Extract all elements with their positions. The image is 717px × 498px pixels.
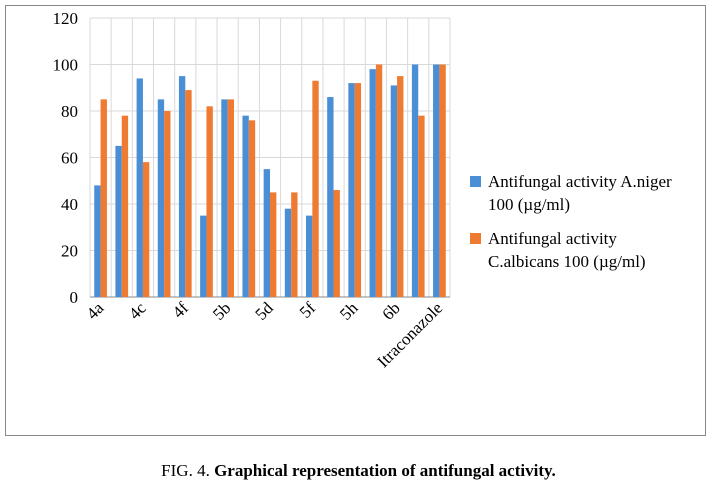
bar bbox=[375, 64, 383, 297]
bar bbox=[178, 76, 186, 297]
x-tick-label: 5h bbox=[336, 298, 362, 324]
frame bbox=[5, 5, 706, 436]
bar bbox=[227, 99, 234, 297]
bar bbox=[221, 99, 228, 297]
caption: FIG. 4. Graphical representation of anti… bbox=[0, 461, 717, 481]
bar bbox=[354, 83, 362, 297]
caption-label: FIG. 4. bbox=[161, 461, 210, 480]
bar bbox=[94, 185, 101, 297]
x-tick-label: 5d bbox=[251, 298, 277, 324]
legend: Antifungal activity A.niger 100 (µg/ml) A… bbox=[470, 170, 685, 284]
caption-text: Graphical representation of antifungal a… bbox=[214, 461, 556, 480]
bar bbox=[115, 145, 122, 297]
bar bbox=[306, 215, 313, 297]
y-tick-label: 100 bbox=[53, 56, 79, 75]
legend-label: Antifungal activity C.albicans 100 (µg/m… bbox=[488, 229, 646, 271]
bar bbox=[200, 215, 207, 297]
bar bbox=[248, 120, 256, 297]
bar bbox=[157, 99, 165, 297]
bar bbox=[291, 192, 298, 297]
x-tick-label: 6b bbox=[378, 298, 403, 323]
bar bbox=[242, 115, 249, 298]
bar bbox=[327, 97, 334, 297]
bar bbox=[348, 83, 355, 297]
bar bbox=[270, 192, 277, 297]
y-tick-label: 0 bbox=[70, 288, 79, 307]
bar bbox=[333, 190, 340, 297]
bar bbox=[206, 106, 213, 297]
bar bbox=[100, 99, 107, 297]
x-tick-label: 4c bbox=[125, 298, 150, 323]
x-tick-label: 5b bbox=[209, 298, 234, 323]
legend-swatch bbox=[470, 233, 481, 244]
bar bbox=[433, 64, 440, 297]
bar bbox=[397, 76, 404, 297]
y-tick-label: 80 bbox=[61, 102, 78, 121]
bar bbox=[312, 80, 319, 298]
legend-item: Antifungal activity A.niger 100 (µg/ml) bbox=[470, 170, 685, 216]
legend-item: Antifungal activity C.albicans 100 (µg/m… bbox=[470, 227, 685, 273]
bar bbox=[142, 162, 150, 297]
bar bbox=[185, 90, 192, 297]
x-tick-label: 5f bbox=[296, 298, 320, 322]
bar bbox=[439, 64, 446, 297]
bar bbox=[136, 78, 143, 297]
y-tick-label: 40 bbox=[61, 195, 78, 214]
bar bbox=[411, 64, 419, 297]
y-tick-label: 60 bbox=[61, 149, 78, 168]
y-tick-label: 20 bbox=[61, 242, 78, 261]
bar bbox=[390, 85, 398, 297]
bar bbox=[369, 69, 376, 298]
x-tick-label: 4f bbox=[169, 298, 193, 322]
y-tick-label: 120 bbox=[53, 9, 79, 28]
bar bbox=[164, 111, 171, 297]
legend-label: Antifungal activity A.niger 100 (µg/ml) bbox=[488, 172, 672, 214]
bar bbox=[418, 115, 425, 298]
legend-swatch bbox=[470, 176, 481, 187]
bar bbox=[284, 208, 292, 297]
bar bbox=[263, 169, 270, 297]
bar bbox=[121, 115, 129, 298]
x-tick-label: 4a bbox=[83, 298, 108, 323]
